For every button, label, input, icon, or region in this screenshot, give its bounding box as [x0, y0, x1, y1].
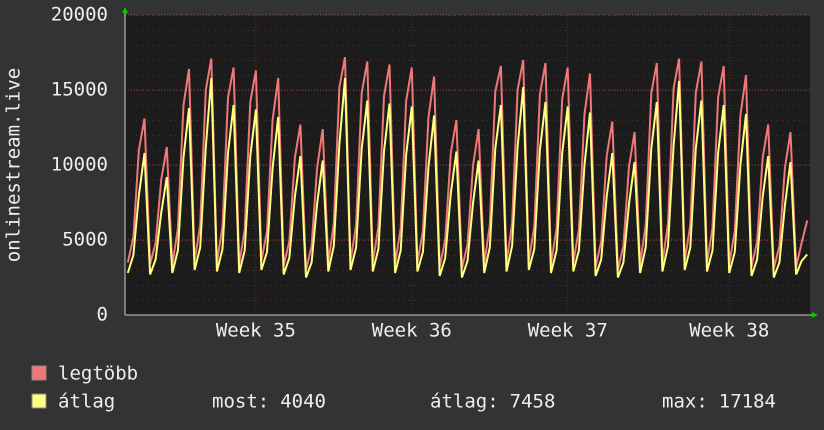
y-tick-label: 0: [97, 304, 108, 326]
x-tick-label: Week 38: [689, 320, 769, 342]
y-tick-label: 15000: [51, 79, 108, 101]
y-arrow: [122, 7, 128, 13]
stat-label: most:: [212, 391, 269, 413]
y-tick-label: 5000: [62, 229, 108, 251]
stat-value: 4040: [280, 391, 326, 413]
stat-label: átlag:: [430, 391, 499, 413]
legend-label: átlag: [58, 391, 115, 413]
x-tick-label: Week 37: [528, 320, 608, 342]
legend-label: legtöbb: [58, 363, 138, 385]
series-line: [126, 57, 809, 271]
x-tick-label: Week 36: [372, 320, 452, 342]
stat-value: 7458: [510, 391, 556, 413]
y-tick-label: 20000: [51, 4, 108, 26]
y-axis-label: onlinestream.live: [3, 68, 25, 262]
x-tick-label: Week 35: [216, 320, 296, 342]
x-arrow: [812, 312, 818, 318]
y-tick-label: 10000: [51, 154, 108, 176]
stat-label: max:: [662, 391, 708, 413]
stat-value: 17184: [719, 391, 776, 413]
series-line: [126, 77, 808, 278]
legend-swatch: [31, 393, 47, 409]
legend-swatch: [31, 365, 47, 381]
